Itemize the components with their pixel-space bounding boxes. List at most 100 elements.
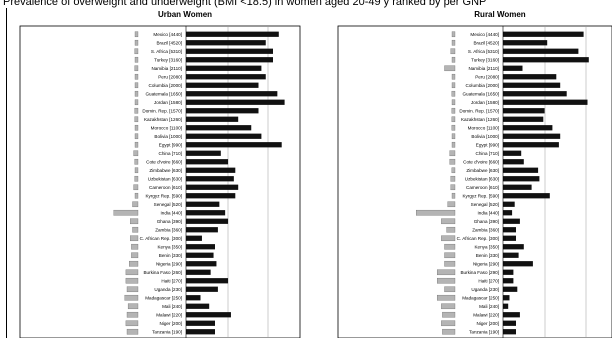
- rural-plot-frame: [337, 25, 612, 338]
- rural-underweight-bar: [442, 328, 456, 335]
- rural-overweight-bar: [503, 244, 524, 250]
- rural-underweight-bar: [450, 175, 456, 182]
- urban-underweight-bar: [125, 320, 139, 327]
- rural-category-label: Benin [330]: [476, 253, 499, 258]
- rural-overweight-bar: [503, 235, 516, 241]
- rural-category-label: Namibia [2110]: [468, 66, 499, 71]
- urban-overweight-bar: [186, 269, 211, 275]
- urban-underweight-bar: [131, 252, 139, 259]
- rural-underweight-bar: [441, 218, 456, 225]
- rural-category-label: China [710]: [476, 151, 500, 156]
- rural-category-label: Egypt [990]: [476, 142, 499, 147]
- urban-underweight-bar: [134, 116, 139, 123]
- rural-category-label: Bolivia [1000]: [471, 134, 499, 139]
- urban-underweight-bar: [134, 39, 139, 46]
- urban-underweight-bar: [134, 175, 139, 182]
- rural-overweight-bar: [503, 176, 540, 182]
- rural-overweight-bar: [503, 150, 522, 156]
- rural-category-label: Niger [200]: [477, 321, 499, 326]
- urban-underweight-bar: [134, 141, 139, 148]
- urban-category-label: Morocco [1100]: [151, 125, 182, 130]
- urban-overweight-bar: [186, 40, 266, 46]
- urban-underweight-bar: [127, 303, 139, 310]
- rural-overweight-bar: [503, 74, 557, 80]
- urban-underweight-bar: [134, 99, 139, 106]
- urban-overweight-bar: [186, 303, 210, 309]
- urban-plot-frame: [19, 25, 301, 338]
- urban-category-label: Kenya [350]: [157, 244, 182, 249]
- rural-category-label: Ghana [390]: [474, 219, 499, 224]
- rural-underweight-bar: [451, 56, 456, 63]
- urban-category-label: Mexico [4440]: [153, 32, 182, 37]
- rural-overweight-bar: [503, 116, 544, 122]
- rural-underweight-bar: [436, 294, 456, 301]
- urban-category-label: Nigeria [290]: [156, 261, 182, 266]
- rural-category-label: S. Africa [5310]: [468, 49, 499, 54]
- urban-overweight-bar: [186, 227, 218, 233]
- rural-overweight-bar: [503, 286, 518, 292]
- rural-category-label: Cameroon [610]: [466, 185, 499, 190]
- rural-category-label: Kenya [350]: [474, 244, 499, 249]
- rural-overweight-bar: [503, 65, 523, 71]
- urban-overweight-bar: [186, 99, 285, 105]
- rural-category-label: Nigeria [290]: [473, 261, 499, 266]
- rural-underweight-bar: [451, 141, 456, 148]
- urban-overweight-bar: [186, 252, 214, 258]
- rural-category-label: Burkina Faso [290]: [460, 270, 499, 275]
- urban-underweight-bar: [126, 311, 139, 318]
- urban-overweight-bar: [186, 133, 262, 139]
- urban-overweight-bar: [186, 295, 201, 301]
- rural-underweight-bar: [441, 235, 456, 242]
- urban-underweight-bar: [133, 184, 139, 191]
- rural-underweight-bar: [451, 107, 456, 114]
- urban-overweight-bar: [186, 312, 231, 318]
- urban-underweight-bar: [130, 218, 139, 225]
- rural-underweight-bar: [444, 243, 456, 250]
- urban-underweight-bar: [134, 56, 139, 63]
- urban-overweight-bar: [186, 329, 215, 335]
- rural-underweight-bar: [415, 209, 456, 216]
- rural-overweight-bar: [503, 167, 539, 173]
- rural-category-label: C. African Rep. [300]: [457, 236, 499, 241]
- rural-overweight-bar: [503, 125, 553, 131]
- page-title: Prevalence of overweight and underweight…: [3, 0, 487, 8]
- urban-underweight-bar: [132, 226, 139, 233]
- rural-overweight-bar: [503, 278, 514, 284]
- urban-category-label: Benin [330]: [159, 253, 182, 258]
- rural-category-label: Mali [240]: [479, 304, 499, 309]
- urban-overweight-bar: [186, 235, 202, 241]
- urban-underweight-bar: [124, 294, 139, 301]
- urban-underweight-bar: [133, 150, 139, 157]
- rural-category-label: Mexico [4440]: [470, 32, 499, 37]
- urban-underweight-bar: [134, 192, 139, 199]
- urban-category-label: China [710]: [159, 151, 183, 156]
- urban-overweight-bar: [186, 201, 220, 207]
- rural-underweight-bar: [451, 73, 456, 80]
- urban-underweight-bar: [132, 201, 139, 208]
- urban-underweight-bar: [134, 167, 139, 174]
- urban-overweight-bar: [186, 159, 229, 165]
- rural-underweight-bar: [444, 260, 456, 267]
- rural-overweight-bar: [503, 269, 514, 275]
- urban-overweight-bar: [186, 193, 236, 199]
- urban-overweight-bar: [186, 167, 236, 173]
- urban-category-label: Ghana [390]: [157, 219, 182, 224]
- urban-underweight-bar: [134, 90, 139, 97]
- urban-underweight-bar: [134, 158, 139, 165]
- rural-overweight-bar: [503, 295, 510, 301]
- urban-overweight-bar: [186, 57, 273, 63]
- urban-category-label: C. African Rep. [300]: [140, 236, 182, 241]
- urban-underweight-bar: [125, 277, 139, 284]
- rural-overweight-bar: [503, 227, 516, 233]
- rural-overweight-bar: [503, 99, 588, 105]
- urban-underweight-bar: [134, 107, 139, 114]
- urban-category-label: Niger [200]: [160, 321, 182, 326]
- rural-underweight-bar: [444, 252, 456, 259]
- urban-underweight-bar: [131, 243, 139, 250]
- rural-underweight-bar: [449, 150, 456, 157]
- urban-overweight-bar: [186, 286, 218, 292]
- rural-category-label: Cote d'voire [660]: [463, 159, 499, 164]
- rural-overweight-bar: [503, 218, 520, 224]
- rural-underweight-bar: [451, 90, 456, 97]
